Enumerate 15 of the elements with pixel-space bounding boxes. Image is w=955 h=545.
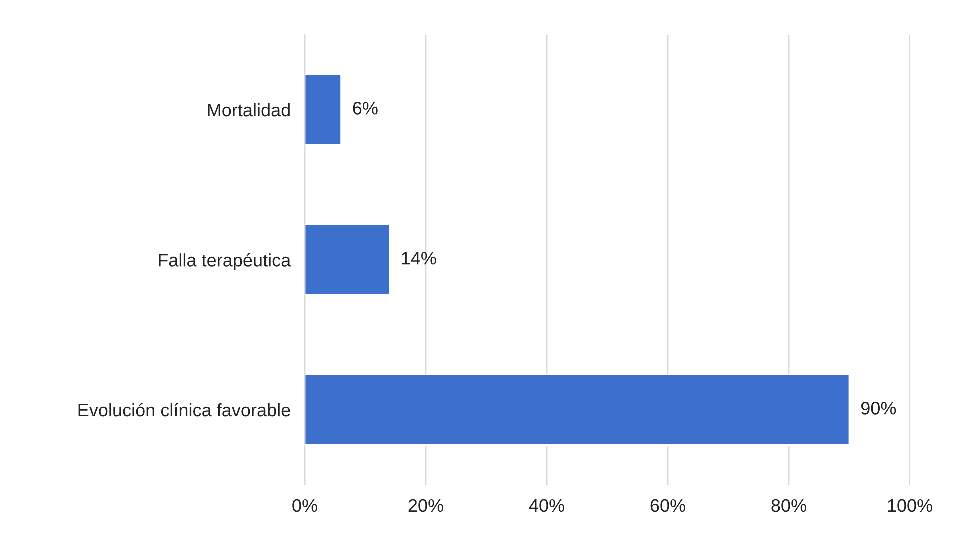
bar [305, 374, 850, 446]
x-tick-label: 60% [650, 499, 686, 512]
x-tick-label: 0% [292, 499, 318, 512]
x-tick-label: 100% [888, 499, 932, 512]
data-label: 14% [402, 252, 436, 265]
x-tick-label: 80% [772, 499, 806, 512]
x-tick-label: 20% [408, 499, 444, 512]
bar [305, 74, 342, 146]
y-tick-label: Mortalidad [208, 103, 290, 117]
data-label: 6% [353, 102, 378, 115]
data-label: 90% [861, 402, 896, 415]
x-tick-label: 40% [529, 499, 564, 512]
bar [305, 224, 390, 296]
y-tick-label: Falla terapéutica [159, 253, 292, 270]
y-tick-label: Evolución clínica favorable [78, 403, 290, 417]
